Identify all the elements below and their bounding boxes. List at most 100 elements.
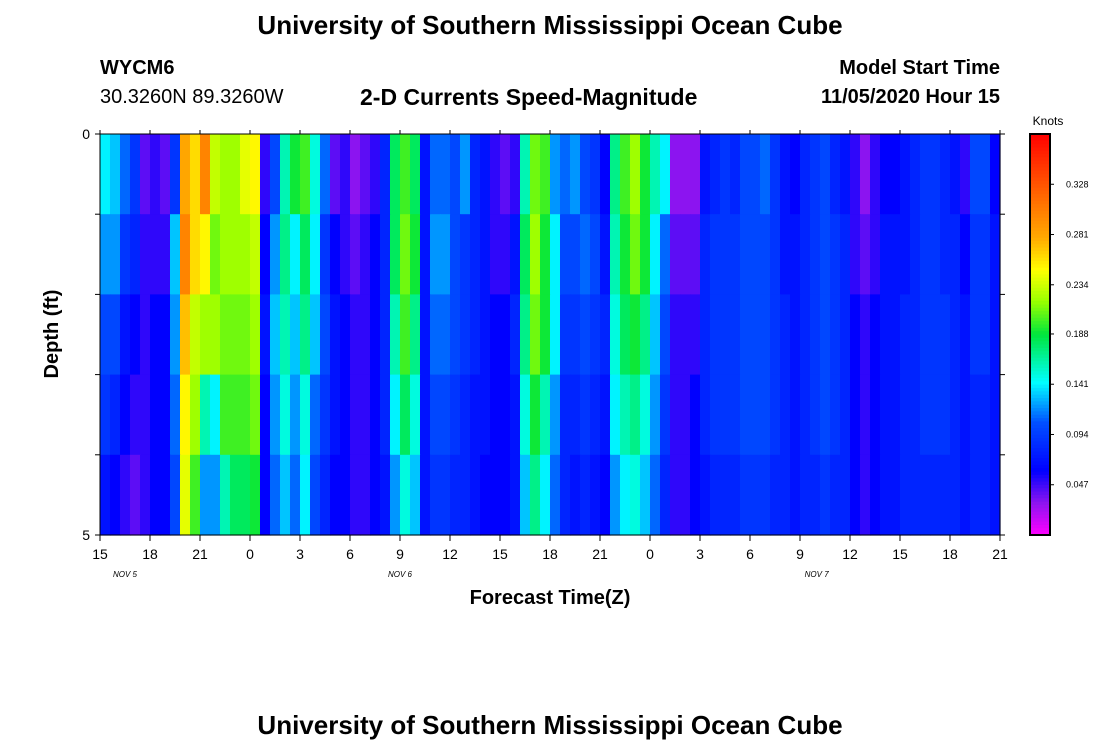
heatmap-cell (360, 454, 371, 536)
heatmap-cell (120, 374, 131, 456)
heatmap-cell (160, 294, 171, 376)
heatmap-cell (290, 374, 301, 456)
colorbar-swatch (1030, 491, 1050, 496)
colorbar-swatch (1030, 247, 1050, 252)
colorbar-tick-label: 0.188 (1066, 329, 1089, 339)
heatmap-cell (970, 214, 981, 295)
heatmap-cell (980, 294, 991, 376)
heatmap-cell (550, 454, 561, 536)
heatmap-cell (240, 214, 251, 295)
x-tick-label: 15 (92, 546, 108, 562)
heatmap-cell (690, 454, 701, 536)
heatmap-cell (460, 374, 471, 456)
colorbar-swatch (1030, 431, 1050, 436)
heatmap-cell (920, 374, 931, 456)
heatmap-cell (310, 214, 321, 295)
heatmap-cell (570, 214, 581, 295)
colorbar-swatch (1030, 277, 1050, 282)
heatmap-cell (620, 134, 631, 215)
heatmap-cell (950, 454, 961, 536)
heatmap-cell (590, 134, 601, 215)
heatmap-cell (380, 374, 391, 456)
heatmap-cell (990, 134, 1001, 215)
heatmap-cell (480, 454, 491, 536)
heatmap-cell (820, 454, 831, 536)
x-tick-label: 3 (296, 546, 304, 562)
heatmap-cell (360, 294, 371, 376)
heatmap-cell (530, 294, 541, 376)
heatmap-cell (650, 374, 661, 456)
heatmap-cell (950, 294, 961, 376)
heatmap-cell (950, 214, 961, 295)
heatmap-cell (270, 134, 281, 215)
heatmap-cell (160, 134, 171, 215)
heatmap-cell (940, 294, 951, 376)
heatmap-cell (570, 134, 581, 215)
heatmap-cell (170, 294, 181, 376)
heatmap-cell (490, 374, 501, 456)
model-start-label: Model Start Time (839, 57, 1000, 79)
colorbar-swatch (1030, 147, 1050, 152)
heatmap-cell (190, 294, 201, 376)
heatmap-cell (730, 134, 741, 215)
heatmap-cell (910, 214, 921, 295)
heatmap-cell (190, 214, 201, 295)
heatmap-cell (170, 454, 181, 536)
colorbar-swatch (1030, 184, 1050, 189)
heatmap-cell (820, 214, 831, 295)
heatmap-cell (310, 454, 321, 536)
heatmap-cell (700, 374, 711, 456)
x-tick-label: 12 (842, 546, 858, 562)
heatmap-cell (590, 454, 601, 536)
heatmap-cell (530, 454, 541, 536)
heatmap-cell (890, 374, 901, 456)
heatmap-cell (100, 134, 111, 215)
heatmap-cell (850, 374, 861, 456)
heatmap-cell (340, 374, 351, 456)
colorbar-swatch (1030, 371, 1050, 376)
colorbar-swatch (1030, 464, 1050, 469)
heatmap-cell (350, 214, 361, 295)
heatmap-cell (100, 214, 111, 295)
heatmap-cell (610, 134, 621, 215)
colorbar-swatch (1030, 448, 1050, 453)
heatmap-cell (410, 214, 421, 295)
colorbar-swatch (1030, 291, 1050, 295)
heatmap-cell (420, 454, 431, 536)
heatmap-cell (710, 454, 721, 536)
heatmap-cell (830, 454, 841, 536)
colorbar-tick-label: 0.047 (1066, 480, 1089, 490)
heatmap-cell (930, 294, 941, 376)
heatmap-cell (220, 134, 231, 215)
heatmap-cell (200, 294, 211, 376)
heatmap-cell (870, 134, 881, 215)
heatmap-cell (880, 214, 891, 295)
heatmap-cell (210, 374, 221, 456)
colorbar-swatch (1030, 250, 1050, 255)
colorbar-swatch (1030, 297, 1050, 302)
heatmap-cell (910, 374, 921, 456)
heatmap-cell (640, 374, 651, 456)
colorbar-swatch (1030, 394, 1050, 399)
colorbar-swatch (1030, 458, 1050, 463)
heatmap-cell (120, 454, 131, 536)
heatmap-cell (990, 374, 1001, 456)
heatmap-cell (440, 454, 451, 536)
heatmap-cell (660, 134, 671, 215)
heatmap-cell (760, 134, 771, 215)
heatmap-cell (350, 294, 361, 376)
x-tick-label: 0 (246, 546, 254, 562)
y-axis: 05 (82, 126, 1005, 543)
heatmap-cell (980, 374, 991, 456)
heatmap-cell (380, 454, 391, 536)
colorbar-swatch (1030, 177, 1050, 182)
heatmap-cell (620, 214, 631, 295)
colorbar-swatch (1030, 144, 1050, 148)
heatmap-cell (370, 294, 381, 376)
heatmap-cell (630, 134, 641, 215)
heatmap-cell (260, 214, 271, 295)
heatmap-cell (610, 454, 621, 536)
x-tick-label: 21 (192, 546, 208, 562)
colorbar-swatch (1030, 357, 1050, 362)
colorbar-swatch (1030, 391, 1050, 396)
